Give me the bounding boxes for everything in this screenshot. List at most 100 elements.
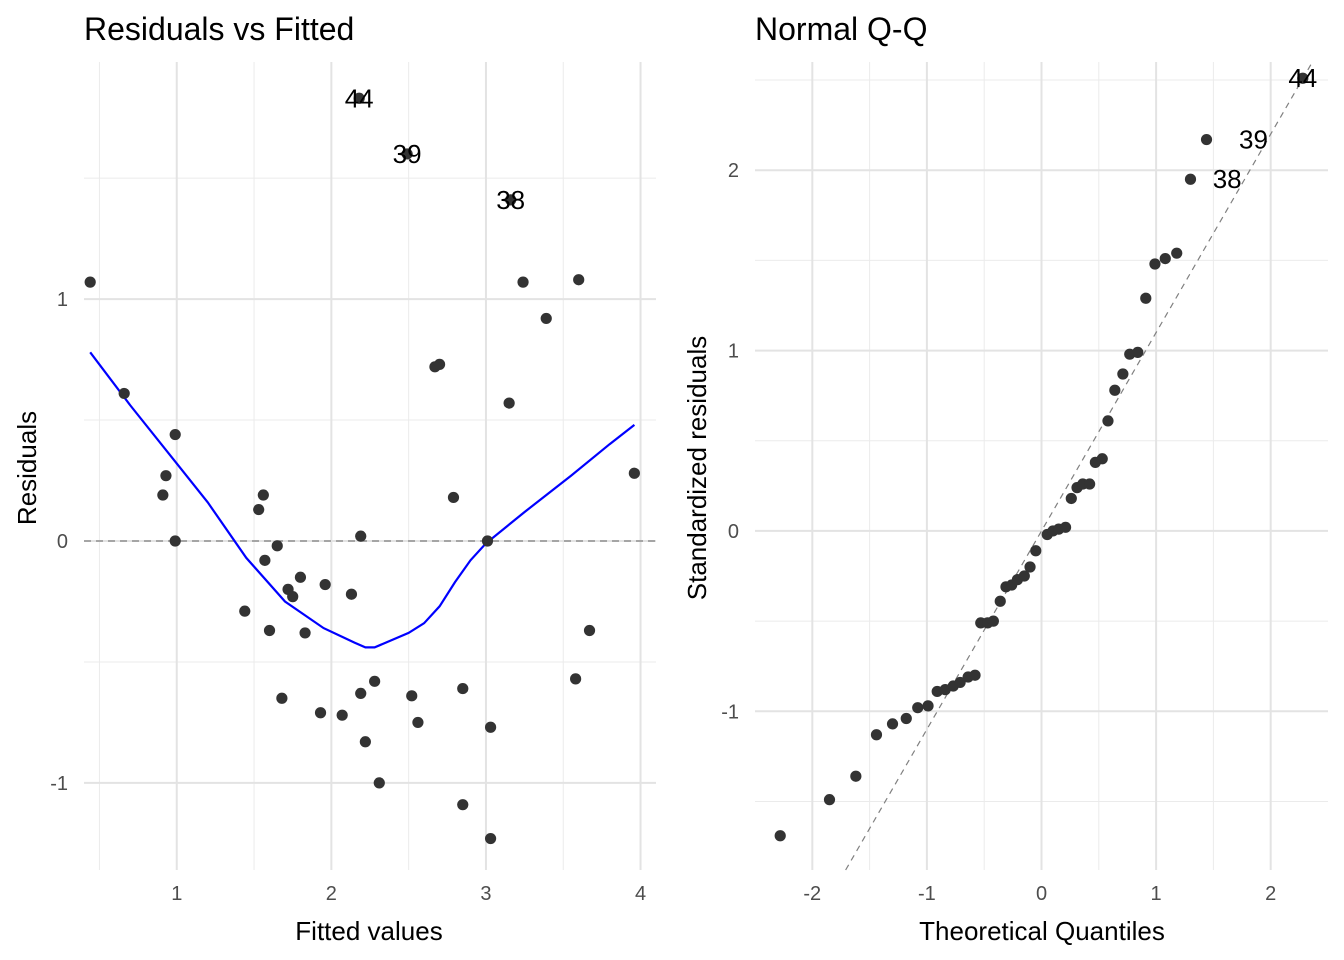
- data-point: [484, 721, 497, 733]
- x-tick-label: -2: [803, 883, 821, 905]
- data-point: [994, 595, 1006, 607]
- data-point: [1149, 258, 1161, 270]
- y-tick-label: 0: [728, 521, 739, 543]
- grid: [84, 62, 656, 870]
- data-point: [1065, 492, 1077, 505]
- y-axis-title: Residuals: [12, 411, 42, 525]
- data-point: [987, 615, 999, 627]
- data-point: [1117, 368, 1129, 380]
- data-point: [373, 777, 385, 789]
- y-tick-label: 0: [57, 531, 68, 553]
- data-point: [412, 716, 424, 729]
- data-point: [447, 491, 460, 504]
- data-point: [263, 624, 276, 637]
- x-tick-labels: -2 -1 0 1 2: [803, 883, 1276, 905]
- data-point: [774, 830, 786, 842]
- data-point: [457, 682, 469, 695]
- data-point: [1159, 252, 1171, 265]
- data-point: [481, 535, 494, 547]
- data-point: [314, 707, 327, 719]
- y-tick-labels: -1 0 1 2: [721, 160, 739, 723]
- data-point: [1109, 384, 1121, 396]
- data-point: [433, 358, 446, 370]
- data-point: [954, 676, 966, 689]
- x-tick-label: -1: [918, 883, 936, 905]
- data-point: [1018, 570, 1030, 582]
- y-tick-label: 1: [57, 289, 68, 311]
- x-axis-title: Fitted values: [295, 916, 442, 946]
- point-label: 38: [496, 185, 525, 215]
- data-point: [319, 578, 331, 591]
- y-tick-label: -1: [721, 701, 739, 723]
- data-point: [345, 588, 358, 600]
- data-point: [271, 540, 283, 552]
- data-point: [1024, 561, 1036, 573]
- data-point: [1096, 453, 1108, 465]
- residuals-vs-fitted-panel: Residuals vs Fitted 44 39 38 1 2 3 4 -1 0 1 Fit…: [12, 11, 656, 946]
- reference-line: [845, 61, 1313, 871]
- data-point: [359, 736, 371, 748]
- data-point: [1140, 292, 1152, 304]
- data-point: [118, 387, 130, 400]
- data-point: [583, 624, 596, 637]
- data-point: [160, 470, 172, 482]
- data-point: [369, 675, 381, 687]
- data-point: [406, 690, 418, 702]
- data-point: [886, 718, 899, 730]
- normal-qq-panel: Normal Q-Q 38 39 44 -2 -1 0 1 2 -1 0 1 2 Theoreti…: [682, 11, 1328, 946]
- data-point: [299, 627, 311, 639]
- data-point: [850, 770, 862, 782]
- data-point: [253, 503, 265, 516]
- data-points: [774, 72, 1309, 842]
- grid: [755, 62, 1328, 870]
- data-point: [353, 92, 365, 104]
- x-tick-label: 2: [1265, 883, 1276, 905]
- data-point: [259, 554, 271, 566]
- data-points: [84, 92, 640, 845]
- data-point: [336, 709, 348, 721]
- data-point: [84, 276, 96, 288]
- data-point: [1132, 346, 1144, 358]
- x-tick-label: 3: [480, 883, 491, 905]
- point-label: 38: [1213, 164, 1242, 194]
- data-point: [503, 397, 515, 409]
- chart-title: Residuals vs Fitted: [84, 11, 354, 47]
- y-axis-title: Standardized residuals: [682, 336, 712, 601]
- data-point: [540, 312, 552, 325]
- point-labels: 38 39 44: [1213, 63, 1318, 194]
- data-point: [517, 276, 529, 288]
- loess-smooth-line: [89, 351, 636, 649]
- data-point: [573, 274, 585, 286]
- data-point: [457, 799, 469, 811]
- data-point: [276, 692, 288, 704]
- point-label: 44: [345, 83, 374, 113]
- x-tick-labels: 1 2 3 4: [171, 883, 646, 905]
- x-tick-label: 4: [635, 883, 646, 905]
- data-point: [157, 489, 169, 501]
- data-point: [355, 530, 367, 542]
- data-point: [823, 794, 836, 806]
- data-point: [401, 148, 413, 160]
- data-point: [287, 591, 299, 603]
- data-point: [1059, 521, 1072, 533]
- y-tick-label: 1: [728, 341, 739, 363]
- data-point: [505, 194, 517, 206]
- point-label: 39: [393, 139, 422, 169]
- point-label: 44: [1288, 63, 1317, 93]
- point-label: 39: [1239, 125, 1268, 155]
- smooth-curve: [89, 351, 636, 649]
- data-point: [1200, 133, 1213, 146]
- y-tick-label: 2: [728, 160, 739, 182]
- data-point: [169, 535, 181, 547]
- y-tick-label: -1: [50, 773, 68, 795]
- data-point: [1184, 173, 1197, 185]
- x-tick-label: 1: [1151, 883, 1162, 905]
- data-point: [969, 669, 981, 681]
- point-labels: 44 39 38: [345, 83, 525, 215]
- x-axis-title: Theoretical Quantiles: [919, 916, 1165, 946]
- data-point: [870, 729, 883, 741]
- data-point: [355, 687, 367, 700]
